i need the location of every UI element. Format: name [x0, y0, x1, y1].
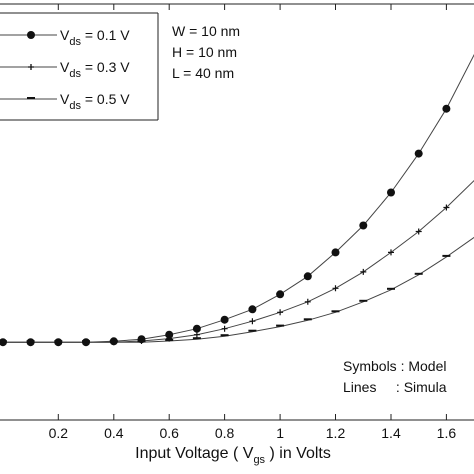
x-axis-label: Input Voltage ( Vgs ) in Volts [135, 445, 331, 466]
data-point-series-0 [248, 305, 257, 314]
x-axis-ticks [57, 4, 447, 420]
x-tick-label: 1.6 [437, 425, 457, 441]
param-width: W = 10 nm [172, 23, 240, 39]
legend-marker-vds-0.3 [28, 64, 34, 70]
device-parameters: W = 10 nm H = 10 nm L = 40 nm [172, 23, 240, 81]
data-point-series-0 [359, 221, 368, 230]
data-point-series-1 [249, 318, 256, 325]
legend-label-vds-0.3: Vds = 0.3 V [60, 59, 130, 80]
note-lines: Lines : Simula [343, 379, 447, 395]
note-symbols: Symbols : Model [343, 358, 446, 374]
data-point-series-1 [193, 331, 200, 338]
data-point-series-0 [220, 315, 229, 324]
data-point-series-0 [276, 290, 285, 299]
data-point-series-0 [303, 272, 312, 281]
legend-label-vds-0.5: Vds = 0.5 V [60, 91, 130, 112]
data-point-series-0 [442, 104, 451, 113]
x-axis-label-sub: gs [253, 454, 265, 466]
data-point-series-1 [443, 204, 450, 211]
data-point-series-1 [332, 285, 339, 292]
x-tick-label: 1.4 [381, 425, 401, 441]
x-tick-label: 1 [276, 425, 284, 441]
data-point-series-0 [165, 330, 174, 339]
x-axis-tick-labels: 0.2 0.4 0.6 0.8 1 1.2 1.4 1.6 [49, 425, 457, 441]
legend: Vds = 0.1 V Vds = 0.3 V Vds = 0.5 V [0, 12, 159, 121]
x-axis-label-post: ) in Volts [265, 445, 331, 462]
x-tick-label: 0.8 [215, 425, 235, 441]
data-point-series-1 [388, 249, 394, 256]
param-length: L = 40 nm [172, 65, 234, 81]
x-tick-label: 0.6 [159, 425, 179, 441]
data-point-series-0 [331, 248, 340, 257]
legend-marker-vds-0.1 [27, 31, 35, 39]
data-point-series-1 [360, 268, 367, 275]
data-point-series-1 [415, 228, 422, 235]
data-point-series-1 [277, 309, 284, 316]
legend-label-vds-0.1: Vds = 0.1 V [60, 27, 130, 48]
data-point-series-1 [304, 298, 311, 305]
x-tick-label: 0.4 [104, 425, 124, 441]
data-point-series-1 [221, 325, 228, 332]
param-height: H = 10 nm [172, 44, 237, 60]
data-point-series-0 [414, 149, 423, 158]
x-tick-label: 1.2 [326, 425, 346, 441]
series-markers [0, 104, 451, 347]
x-tick-label: 0.2 [49, 425, 69, 441]
data-point-series-0 [192, 324, 201, 333]
symbols-lines-note: Symbols : Model Lines : Simula [343, 358, 447, 395]
data-point-series-0 [387, 188, 395, 197]
x-axis-label-pre: Input Voltage ( V [135, 445, 254, 462]
